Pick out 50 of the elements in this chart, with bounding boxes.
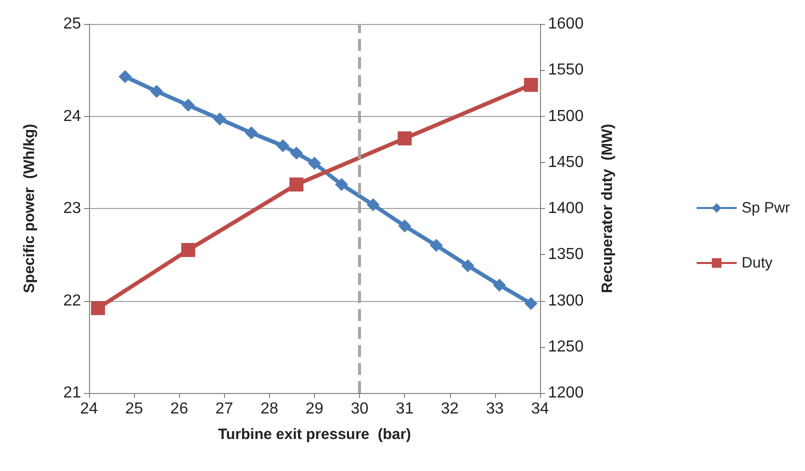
x-tick-label: 34 <box>531 400 549 418</box>
y-tick-label: 21 <box>63 384 82 402</box>
point <box>118 70 132 84</box>
y2-tick-label: 1200 <box>548 384 584 402</box>
point <box>213 112 226 126</box>
y2-tick-label: 1500 <box>548 108 584 125</box>
x-tick-label: 28 <box>260 400 278 418</box>
point <box>461 259 474 272</box>
point <box>430 238 443 252</box>
legend-label: Sp Pwr <box>742 200 790 216</box>
x-tick-label: 25 <box>125 400 144 418</box>
x-tick-label: 24 <box>80 400 98 418</box>
y-tick-label: 23 <box>63 200 82 217</box>
y2-tick-label: 1250 <box>548 338 584 356</box>
point <box>181 243 196 258</box>
point <box>335 178 348 192</box>
y2-tick-label: 1350 <box>548 246 584 264</box>
point <box>398 220 412 233</box>
point <box>524 297 538 310</box>
point <box>290 146 303 160</box>
point <box>289 178 304 192</box>
point <box>492 278 506 292</box>
x-axis-title: Turbine exit pressure (bar) <box>218 426 412 443</box>
legend-label: Duty <box>742 254 773 272</box>
point <box>91 301 106 316</box>
x-tick-label: 33 <box>486 400 504 418</box>
y-tick-label: 22 <box>63 292 82 310</box>
x-tick-label: 32 <box>440 400 459 418</box>
y2-tick-label: 1400 <box>548 200 584 217</box>
point <box>150 84 164 98</box>
point <box>524 78 538 92</box>
y-tick-label: 24 <box>63 108 82 125</box>
y2-tick-label: 1300 <box>548 292 584 310</box>
x-tick-label: 30 <box>350 400 369 418</box>
point <box>276 139 290 152</box>
point <box>182 98 195 112</box>
x-tick-label: 27 <box>215 400 234 418</box>
x-tick-label: 31 <box>396 400 414 418</box>
y-tick-label: 25 <box>63 16 82 32</box>
y-axis-title: Specific power (Wh/kg) <box>21 124 38 294</box>
y2-tick-label: 1450 <box>548 154 584 171</box>
x-tick-label: 29 <box>306 400 324 418</box>
y2-tick-label: 1600 <box>548 16 584 32</box>
x-tick-label: 26 <box>170 400 188 418</box>
y2-axis-title: Recuperator duty (MW) <box>599 124 616 294</box>
point <box>398 131 412 146</box>
y2-tick-label: 1550 <box>548 62 584 79</box>
point <box>366 198 380 212</box>
point <box>244 126 258 140</box>
point <box>308 156 321 170</box>
